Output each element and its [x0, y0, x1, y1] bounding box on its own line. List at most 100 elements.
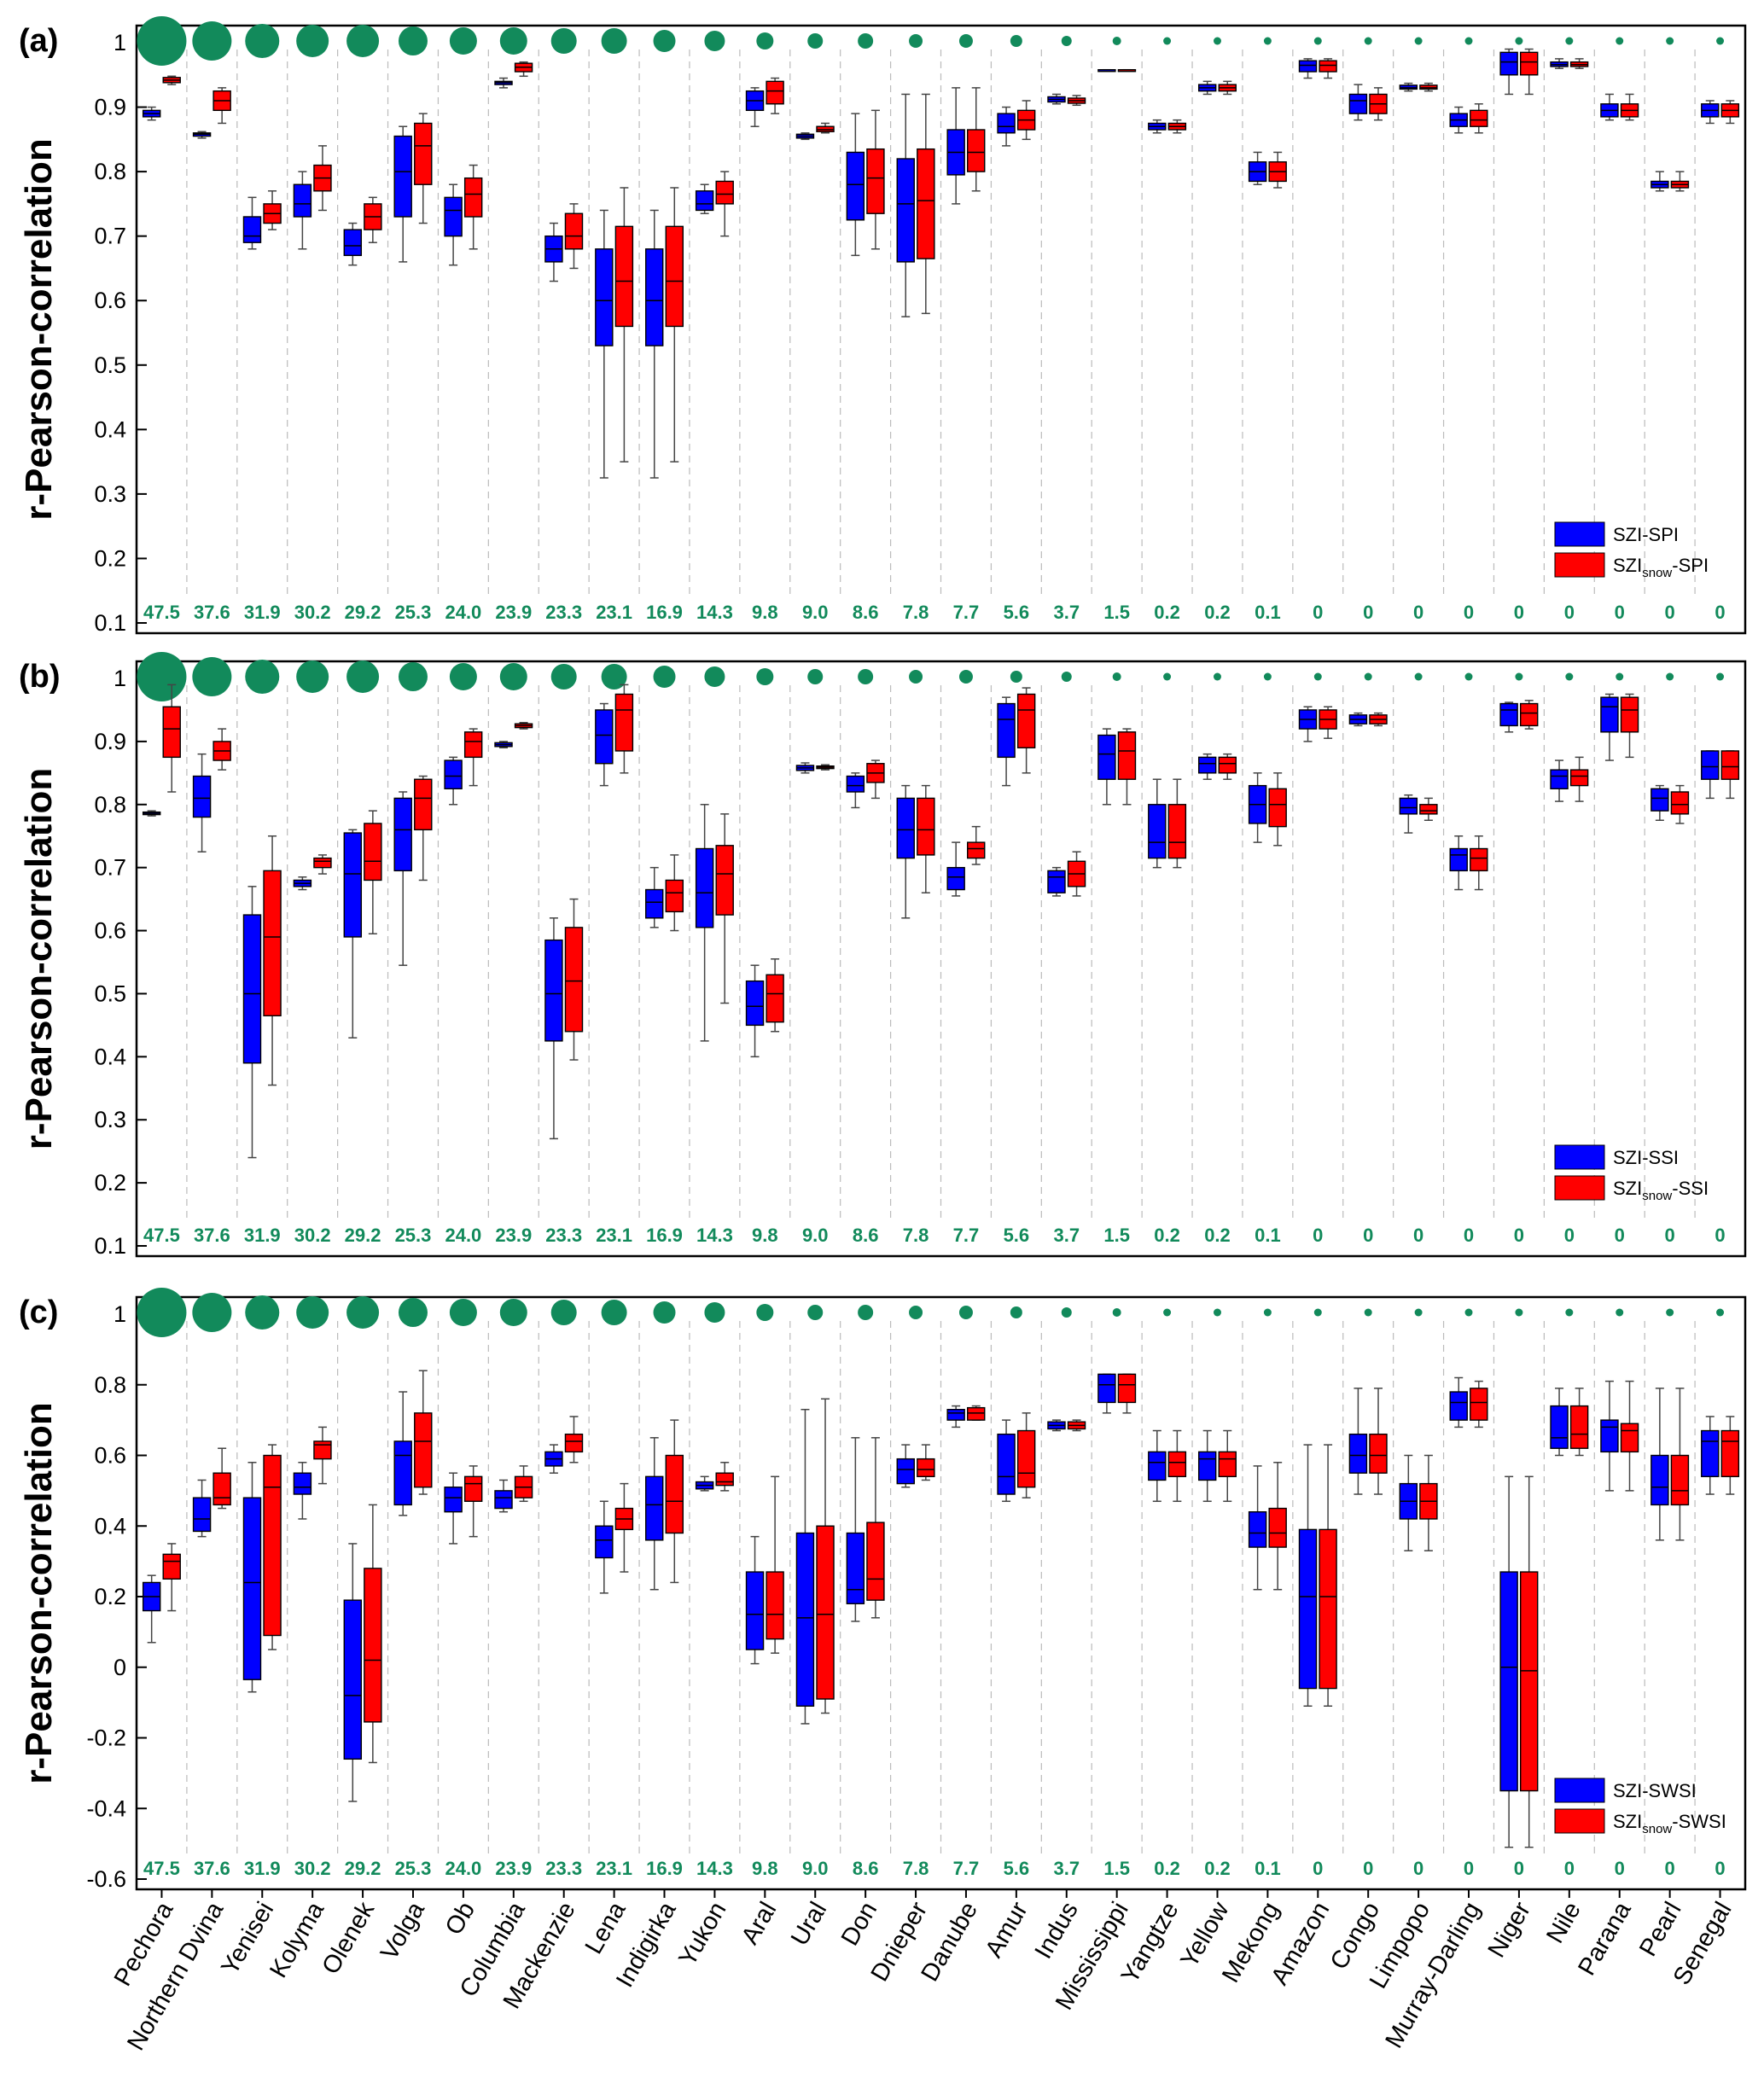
legend-label: SZI-SSI	[1613, 1147, 1679, 1168]
box-szi	[293, 171, 312, 250]
box-iqr	[1569, 1405, 1589, 1449]
snow-fraction-circle	[1313, 37, 1322, 45]
box-szi	[645, 866, 664, 928]
box-szi	[293, 876, 312, 891]
snow-percent-label: 0	[1363, 1858, 1373, 1879]
snow-percent-label: 0	[1715, 602, 1725, 623]
box-iqr	[595, 709, 614, 765]
box-szisnow	[917, 784, 935, 893]
box-szisnow	[313, 854, 332, 875]
snow-percent-label: 7.8	[903, 602, 929, 623]
plot-frame	[135, 24, 1747, 635]
y-tick-label: 0.9	[94, 729, 126, 754]
snow-percent-label: 30.2	[294, 602, 331, 623]
box-iqr	[967, 129, 986, 172]
snow-percent-label: 23.1	[596, 1858, 632, 1879]
snow-percent-label: 0	[1665, 1225, 1675, 1246]
y-tick-label: 0.3	[94, 481, 126, 507]
box-szi	[1197, 80, 1217, 96]
box-iqr	[665, 879, 684, 913]
box-szisnow	[1470, 1380, 1488, 1429]
box-szisnow	[1369, 87, 1388, 121]
box-szi	[896, 1444, 915, 1488]
box-iqr	[997, 113, 1016, 134]
box-szisnow	[313, 145, 332, 212]
box-iqr	[364, 1568, 382, 1723]
legend-swatch	[1554, 1778, 1605, 1803]
box-iqr	[242, 1497, 262, 1680]
snow-fraction-circle	[807, 33, 824, 49]
box-szi	[1701, 750, 1720, 800]
snow-percent-label: 47.5	[143, 1225, 180, 1246]
box-iqr	[1399, 84, 1418, 90]
box-iqr	[766, 974, 784, 1023]
box-iqr	[715, 180, 734, 205]
box-szisnow	[1067, 1419, 1086, 1432]
snow-percent-label: 25.3	[395, 602, 432, 623]
snow-percent-label: 0	[1615, 602, 1625, 623]
box-szi	[444, 1472, 463, 1545]
box-iqr	[444, 759, 463, 790]
box-szi	[1047, 866, 1066, 897]
box-szisnow	[917, 1444, 935, 1481]
box-szi	[1348, 1388, 1368, 1495]
box-szi	[1047, 93, 1066, 105]
box-szisnow	[1569, 58, 1589, 69]
snow-percent-label: 23.9	[495, 1858, 532, 1879]
box-szisnow	[1268, 1462, 1287, 1591]
box-iqr	[1248, 1510, 1267, 1548]
box-szi	[695, 183, 714, 214]
box-iqr	[917, 148, 935, 259]
box-iqr	[946, 1409, 965, 1421]
snow-fraction-circle	[601, 28, 627, 54]
y-axis-label: r-Pearson-correlation	[18, 1402, 60, 1784]
snow-fraction-circle	[1163, 1308, 1172, 1317]
box-iqr	[1167, 1451, 1187, 1478]
box-szi	[1399, 1454, 1418, 1551]
snow-percent-label: 0	[1363, 1225, 1373, 1246]
snow-fraction-circle	[346, 1296, 380, 1329]
snow-percent-label: 0	[1514, 1858, 1524, 1879]
box-szisnow	[564, 1416, 584, 1463]
box-szi	[1499, 48, 1518, 96]
legend-label: SZI-SPI	[1613, 524, 1679, 545]
box-iqr	[896, 797, 915, 859]
snow-fraction-circle	[1666, 672, 1674, 681]
box-szisnow	[1319, 1444, 1337, 1708]
snow-percent-label: 9.8	[752, 602, 778, 623]
snow-percent-label: 16.9	[646, 1858, 683, 1879]
snow-fraction-circle	[1666, 37, 1674, 45]
snow-fraction-circle	[398, 662, 428, 691]
box-szisnow	[967, 87, 986, 192]
box-szi	[846, 1437, 865, 1622]
box-szi	[544, 222, 563, 282]
snow-percent-label: 31.9	[244, 1225, 281, 1246]
panel-letter: (a)	[19, 23, 58, 59]
y-tick-label: 0.5	[94, 352, 126, 378]
box-iqr	[1449, 1391, 1468, 1421]
snow-percent-label: 9.8	[752, 1225, 778, 1246]
x-tick-label: Amur	[981, 1897, 1034, 1962]
box-iqr	[645, 1475, 664, 1541]
box-szisnow	[263, 835, 282, 1086]
box-szi	[1148, 778, 1167, 869]
snow-percent-label: 23.3	[545, 602, 582, 623]
snow-percent-label: 7.7	[953, 1225, 980, 1246]
snow-percent-label: 0	[1313, 1225, 1323, 1246]
box-szi	[595, 1500, 614, 1594]
box-szisnow	[715, 1462, 734, 1492]
box-iqr	[1047, 870, 1066, 893]
snow-fraction-circle	[601, 664, 627, 690]
box-iqr	[544, 939, 563, 1042]
box-iqr	[1701, 750, 1720, 780]
box-szi	[997, 106, 1016, 147]
box-iqr	[1148, 1451, 1167, 1481]
snow-fraction-circle	[1112, 1308, 1121, 1317]
box-szisnow	[212, 1447, 231, 1510]
box-iqr	[1419, 804, 1438, 815]
box-iqr	[645, 248, 664, 346]
box-szi	[745, 1535, 765, 1665]
snow-fraction-circle	[137, 1288, 187, 1337]
snow-percent-label: 29.2	[345, 602, 381, 623]
snow-percent-label: 3.7	[1053, 1858, 1080, 1879]
